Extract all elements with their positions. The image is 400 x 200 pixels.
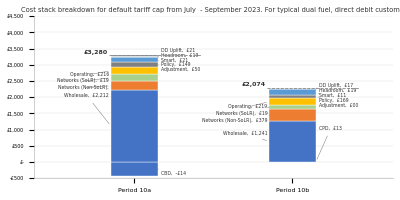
- Text: Smart,  £21: Smart, £21: [158, 57, 188, 62]
- Text: DD Uplift,  £21: DD Uplift, £21: [158, 48, 196, 56]
- Text: Networks (SoLR),  £19: Networks (SoLR), £19: [216, 107, 269, 116]
- Text: Networks (Non-SoLR),: Networks (Non-SoLR),: [58, 85, 109, 90]
- Text: CPD,  £13: CPD, £13: [317, 126, 342, 159]
- Bar: [111, 62, 158, 67]
- Bar: [269, 105, 316, 109]
- Bar: [111, 57, 158, 62]
- Text: Operating,  £219: Operating, £219: [228, 102, 267, 109]
- Title: Cost stack breakdown for default tariff cap from July  - September 2023. For typ: Cost stack breakdown for default tariff …: [21, 7, 400, 13]
- Bar: [111, 67, 158, 74]
- Text: Wholesale,  £1,241: Wholesale, £1,241: [223, 130, 267, 141]
- Text: CBD,  -£14: CBD, -£14: [158, 169, 186, 176]
- Text: Adjustment,  £50: Adjustment, £50: [158, 65, 201, 72]
- Text: Networks (Non-SoLR),  £379: Networks (Non-SoLR), £379: [202, 115, 269, 123]
- Text: £3,280: £3,280: [83, 50, 108, 55]
- Text: Policy,  £169: Policy, £169: [318, 93, 349, 103]
- Text: Smart,  £11: Smart, £11: [316, 89, 347, 98]
- Text: Headroom,  £19: Headroom, £19: [158, 53, 199, 58]
- Bar: [111, 56, 158, 57]
- Text: Policy,  £149: Policy, £149: [158, 60, 191, 67]
- Bar: [269, 88, 316, 89]
- Bar: [111, 55, 158, 56]
- Text: £2,074: £2,074: [241, 82, 266, 87]
- Bar: [269, 95, 316, 98]
- Text: Networks (SoLR),  £19: Networks (SoLR), £19: [58, 78, 109, 83]
- Text: DD Uplift,  £17: DD Uplift, £17: [316, 83, 354, 88]
- Text: Operating,  £216: Operating, £216: [70, 71, 109, 77]
- Bar: [269, 98, 316, 105]
- Bar: [269, 109, 316, 121]
- Bar: [111, 90, 158, 162]
- Bar: [269, 89, 316, 95]
- Bar: [111, 162, 158, 176]
- Bar: [111, 81, 158, 90]
- Bar: [269, 121, 316, 162]
- Text: Headroom,  £19: Headroom, £19: [316, 88, 357, 93]
- Bar: [111, 74, 158, 81]
- Text: Adjustment,  £00: Adjustment, £00: [318, 98, 359, 108]
- Text: Wholesale,  £2,212: Wholesale, £2,212: [64, 93, 109, 124]
